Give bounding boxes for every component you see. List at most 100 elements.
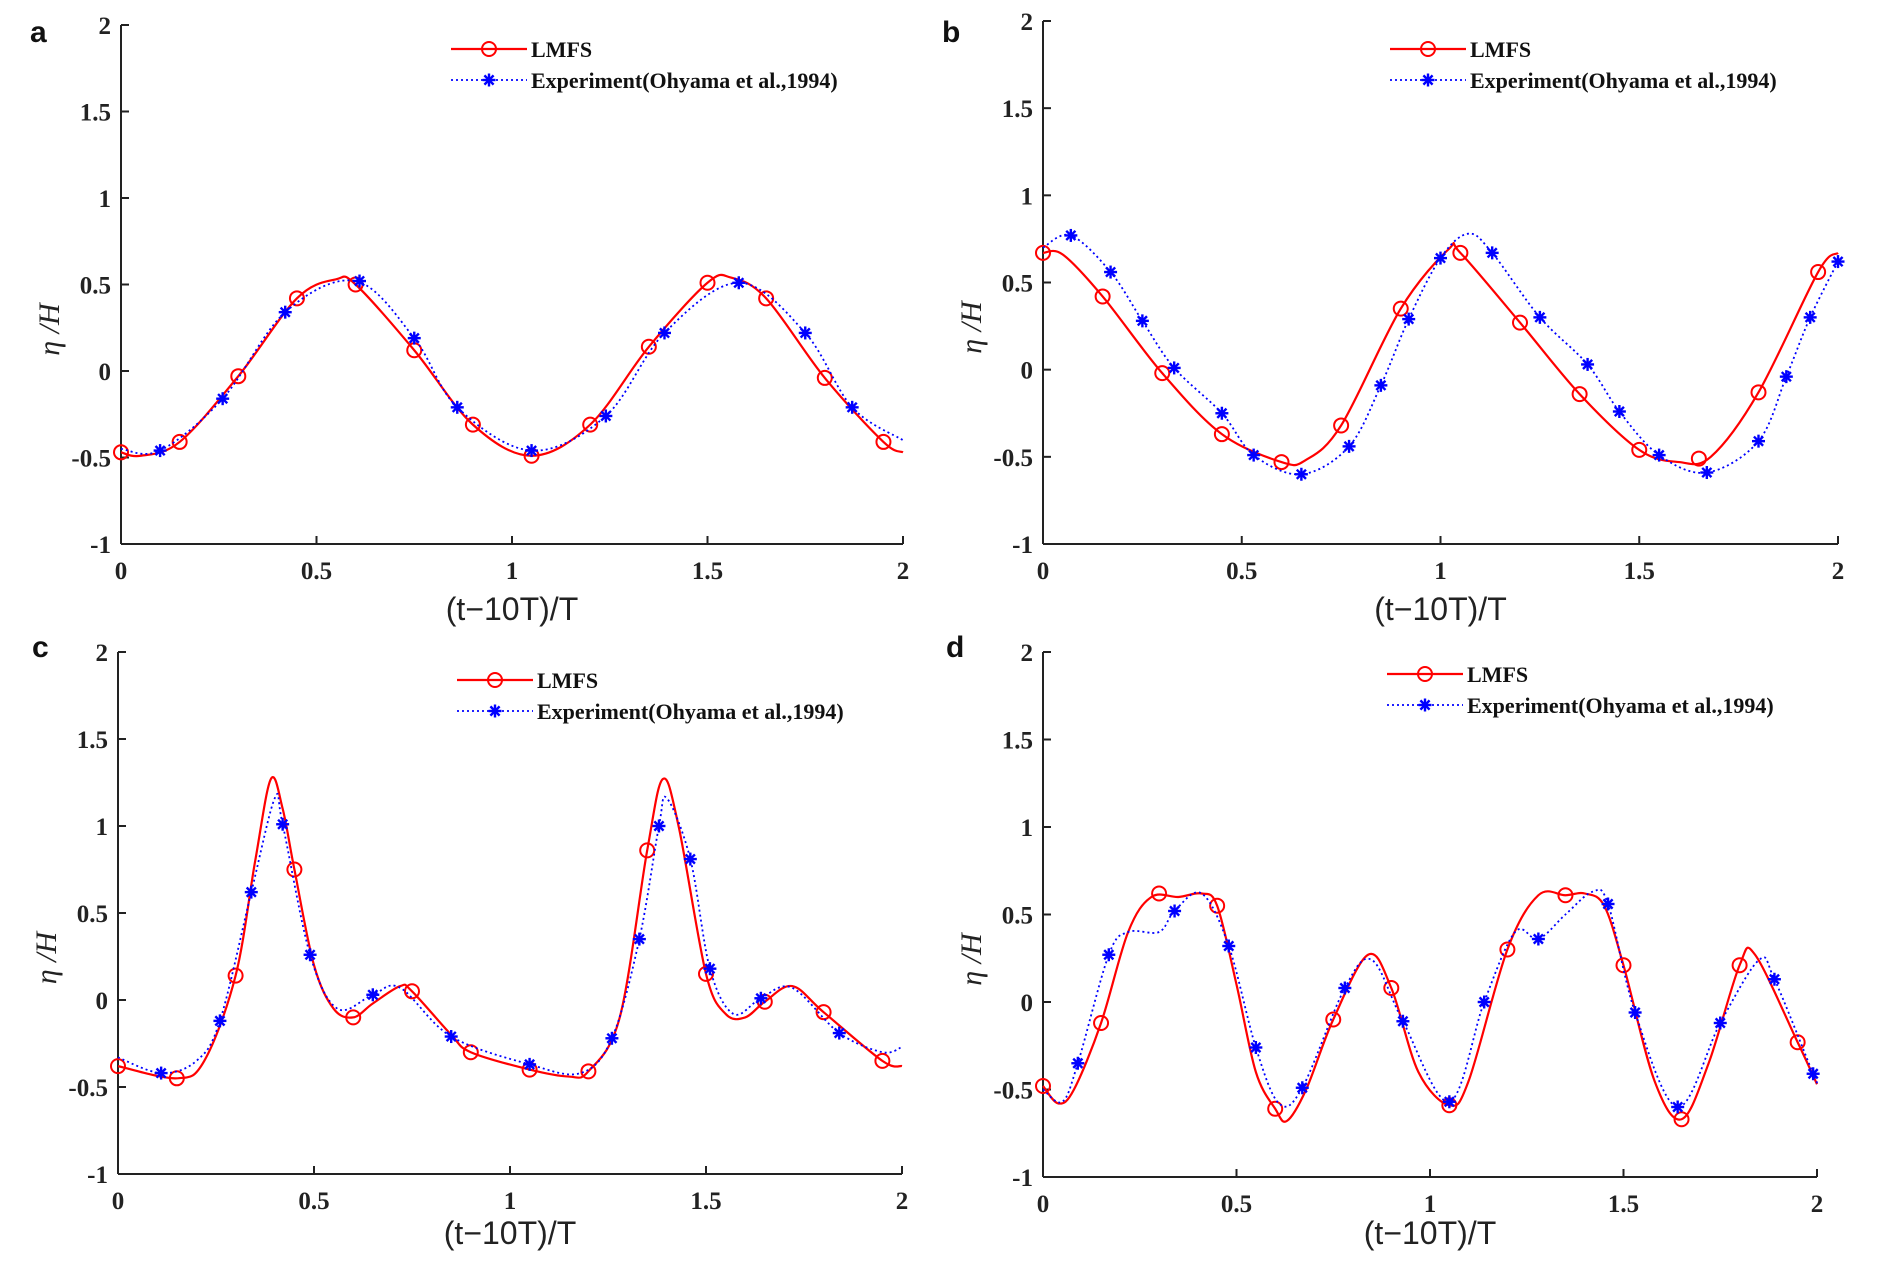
data-point-circle — [698, 965, 714, 982]
y-axis-label: η /H — [30, 929, 63, 984]
data-point-circle — [230, 368, 247, 385]
asterisk-stroke — [1136, 315, 1148, 327]
data-point-circle — [639, 842, 656, 859]
asterisk-stroke — [304, 949, 316, 961]
data-point-asterisk — [1601, 897, 1615, 911]
y-tick-label: 1 — [99, 186, 112, 213]
y-tick-label: 1.5 — [80, 100, 111, 127]
asterisk-stroke — [277, 818, 289, 830]
data-point-asterisk — [1434, 251, 1447, 265]
asterisk-stroke — [1486, 247, 1498, 259]
data-point-asterisk — [657, 326, 671, 340]
asterisk-stroke — [846, 401, 858, 413]
asterisk-stroke — [600, 410, 612, 422]
legend: LMFS Experiment(Ohyama et al.,1994) — [451, 37, 838, 93]
series-lmfs — [1035, 885, 1818, 1128]
data-point-circle — [1325, 1011, 1342, 1028]
data-point-circle — [110, 1058, 126, 1075]
data-point-asterisk — [366, 988, 380, 1002]
asterisk-stroke — [1602, 898, 1614, 910]
y-tick-label: -1 — [1012, 532, 1033, 559]
legend-marker-asterisk — [1421, 73, 1435, 87]
data-point-asterisk — [450, 400, 464, 414]
data-point-circle — [1093, 1015, 1110, 1031]
x-tick-label: 0 — [1037, 1191, 1050, 1218]
data-point-asterisk — [1396, 1014, 1410, 1028]
y-tick-label: -1 — [1012, 1165, 1033, 1192]
x-tick-label: 1.5 — [692, 558, 723, 585]
asterisk-stroke — [1065, 229, 1077, 241]
x-tick-label: 1 — [506, 558, 519, 585]
data-point-circle — [1213, 426, 1230, 443]
asterisk-stroke — [1532, 933, 1544, 945]
y-tick-label: 2 — [96, 640, 109, 667]
legend-label: Experiment(Ohyama et al.,1994) — [1467, 693, 1774, 718]
data-point-circle — [1209, 897, 1226, 914]
data-point-asterisk — [1533, 310, 1547, 324]
y-tick-label: 0.5 — [77, 901, 108, 928]
legend: LMFS Experiment(Ohyama et al.,1994) — [1390, 37, 1777, 93]
asterisk-stroke — [526, 445, 537, 457]
series-line — [1042, 241, 1839, 467]
data-point-asterisk — [754, 991, 768, 1005]
data-point-circle — [171, 433, 188, 450]
asterisk-stroke — [704, 963, 716, 975]
data-point-circle — [1690, 450, 1707, 467]
data-point-asterisk — [1247, 448, 1261, 462]
asterisk-stroke — [1832, 256, 1844, 268]
data-point-asterisk — [1071, 1056, 1085, 1070]
legend-label: Experiment(Ohyama et al.,1994) — [531, 68, 838, 93]
data-point-asterisk — [1402, 312, 1416, 326]
y-tick-label: -0.5 — [68, 1075, 108, 1102]
legend-marker-asterisk — [488, 704, 502, 718]
asterisk-stroke — [489, 705, 501, 717]
panel-letter: b — [942, 16, 960, 49]
data-point-circle — [1035, 244, 1051, 261]
series-lmfs — [113, 273, 904, 464]
data-point-circle — [345, 1009, 362, 1026]
series-experiment — [1042, 228, 1845, 481]
y-axis-label: η /H — [33, 301, 66, 356]
asterisk-stroke — [1168, 362, 1180, 374]
asterisk-stroke — [1105, 266, 1117, 278]
data-point-asterisk — [213, 1014, 227, 1028]
data-point-asterisk — [845, 400, 859, 414]
data-point-asterisk — [632, 932, 646, 946]
x-tick-label: 0 — [115, 558, 128, 585]
y-tick-label: 1.5 — [1002, 96, 1033, 123]
data-point-asterisk — [703, 962, 717, 976]
series-lmfs — [110, 776, 903, 1087]
asterisk-stroke — [653, 820, 665, 832]
data-point-circle — [1333, 417, 1350, 434]
y-tick-label: -1 — [90, 532, 111, 559]
data-point-circle — [1273, 454, 1290, 471]
data-point-asterisk — [523, 1057, 537, 1071]
data-point-asterisk — [1779, 370, 1793, 384]
asterisk-stroke — [1435, 252, 1446, 264]
asterisk-stroke — [1403, 313, 1415, 325]
data-point-asterisk — [1102, 948, 1116, 962]
y-tick-label: 2 — [99, 13, 112, 40]
series-line — [1042, 890, 1818, 1123]
x-tick-label: 0.5 — [1221, 1191, 1252, 1218]
asterisk-stroke — [1296, 1082, 1308, 1094]
data-point-circle — [582, 416, 599, 433]
panel-d: d -1 -0.5 0 0.5 1 1.5 2 0 0.5 1 1.5 2 (t−10T)/T η /H LM… — [946, 631, 1823, 1251]
legend: LMFS Experiment(Ohyama et al.,1994) — [1387, 662, 1774, 718]
legend-marker-circle — [487, 672, 503, 688]
asterisk-stroke — [1478, 996, 1490, 1008]
asterisk-stroke — [1714, 1017, 1726, 1029]
asterisk-stroke — [214, 1015, 226, 1027]
asterisk-stroke — [1534, 311, 1546, 323]
data-point-asterisk — [1581, 357, 1595, 371]
x-axis-label: (t−10T)/T — [446, 591, 578, 627]
data-point-asterisk — [1700, 466, 1714, 480]
asterisk-stroke — [633, 933, 645, 945]
panel-letter: d — [946, 631, 964, 664]
data-point-asterisk — [1531, 932, 1545, 946]
asterisk-stroke — [733, 277, 745, 289]
x-tick-label: 0.5 — [298, 1188, 329, 1215]
asterisk-stroke — [1629, 1007, 1641, 1018]
y-tick-label: 0 — [96, 988, 109, 1015]
